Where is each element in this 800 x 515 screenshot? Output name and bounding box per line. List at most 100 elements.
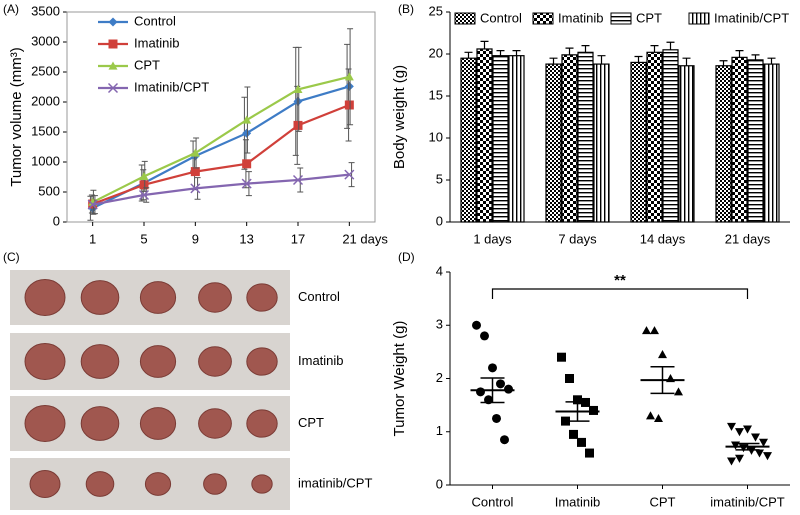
bar [460,57,477,223]
tumor [139,345,177,378]
error-bar [565,47,574,55]
y-tick-label: 0 [53,213,60,228]
tumor [198,346,232,377]
tumor [246,283,278,312]
point [642,326,651,335]
photo-row-label: imatinib/CPT [298,475,372,490]
point [139,171,149,180]
point [747,446,756,455]
tumor [246,347,278,376]
legend-label: Imatinib [558,10,604,25]
point [743,425,752,434]
legend-marker [108,39,118,49]
legend-label: CPT [134,57,160,72]
point [727,422,736,431]
point [190,148,200,157]
photo-row-label: CPT [298,415,324,430]
legend-marker [108,17,118,27]
legend-label: Control [134,13,176,28]
legend-marker [108,61,118,70]
x-tick-label: 17 [291,231,305,246]
tumor [80,406,120,441]
legend-swatch [532,12,554,25]
point [589,405,598,415]
y-tick-label: 3000 [31,33,60,48]
x-tick-label: 21 days [342,231,388,246]
error-bar [682,57,691,66]
sem-bar [480,377,505,404]
panel-label: (D) [398,250,415,264]
x-tick-label: CPT [650,494,676,509]
legend-swatch [688,12,710,25]
series-line [92,103,350,206]
y-axis-title: Tumor volume (mm³) [8,47,25,186]
point [496,379,505,389]
legend-swatch [610,12,632,25]
y-tick-label: 1 [436,423,443,438]
bar [763,63,780,223]
point [569,429,578,439]
bar [662,49,679,223]
tumor [85,471,115,497]
tumor [198,282,232,313]
point [344,72,354,81]
x-tick-label: 7 days [558,231,597,246]
x-tick-label: 9 [192,231,199,246]
error-bar [496,50,505,56]
point [472,320,481,330]
y-axis-title: Tumor Weight (g) [391,321,408,437]
point [751,433,760,442]
point [190,183,201,194]
y-tick-label: 1000 [31,153,60,168]
y-tick-label: 15 [429,87,443,102]
bar [593,63,610,223]
bar [630,61,647,223]
point [650,326,659,335]
point [759,438,768,447]
point [585,448,594,458]
point [492,413,501,423]
panel-label: (B) [398,2,414,16]
tumor [246,409,278,438]
y-tick-label: 0 [436,213,443,228]
tumor [198,408,232,439]
point [735,454,744,463]
point [763,452,772,461]
point [344,169,355,180]
legend-marker [107,82,119,94]
bar [715,65,732,223]
photo-row-label: Control [298,289,340,304]
legend-swatch [454,12,476,25]
significance-label: ** [614,272,626,289]
bar [646,51,663,223]
y-tick-label: 2000 [31,93,60,108]
point [293,84,303,93]
point [344,81,354,91]
x-tick-label: 5 [140,231,147,246]
point [87,199,98,210]
x-tick-label: 1 days [473,231,512,246]
y-tick-label: 20 [429,45,443,60]
bar [476,48,493,223]
y-tick-label: 0 [436,476,443,491]
point [674,387,683,396]
point [488,363,497,373]
bar [561,54,578,223]
tumor [24,343,66,380]
sem-bar [650,366,675,395]
point [242,128,252,138]
error-bar [581,45,590,53]
y-tick-label: 1500 [31,123,60,138]
point [500,435,509,445]
point [293,120,303,130]
error-bar [464,51,473,59]
point [504,384,513,394]
point [557,352,566,362]
point [242,115,252,124]
bar [577,51,594,223]
point [658,350,667,359]
tumor [29,470,61,498]
point [646,411,655,420]
y-tick-label: 500 [38,183,60,198]
error-bar [767,57,776,65]
